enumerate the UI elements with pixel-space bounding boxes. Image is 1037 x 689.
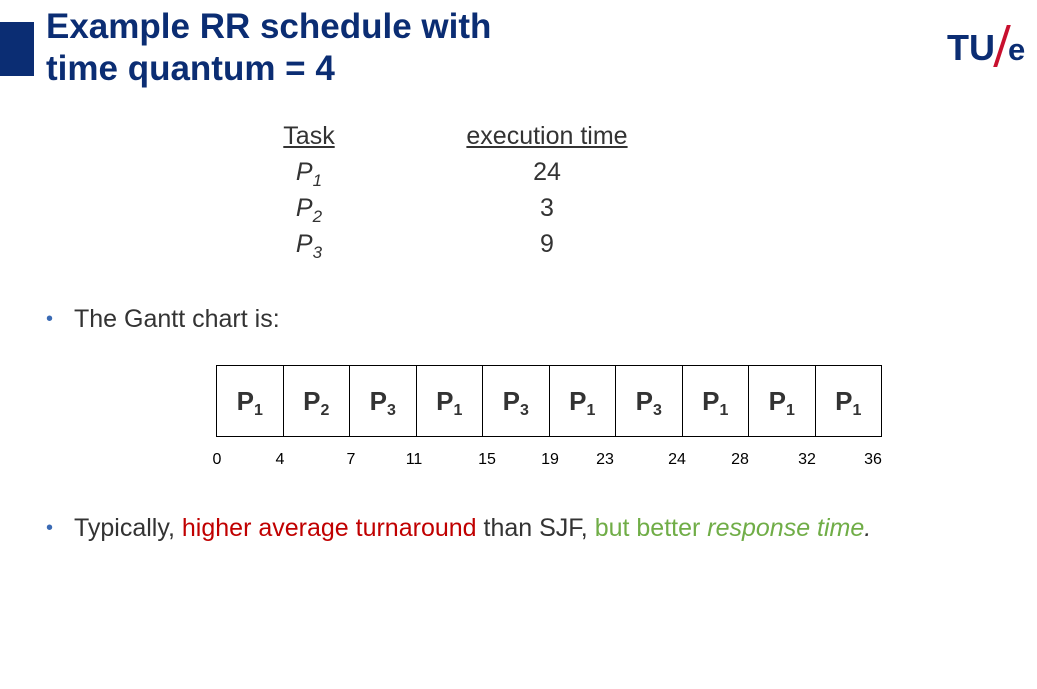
bullet-comparison: • Typically, higher average turnaround th… <box>46 514 871 543</box>
task-name: P3 <box>295 230 323 262</box>
slide-title-line-1: Example RR schedule with <box>46 7 492 46</box>
comparison-text-response: response time <box>707 514 865 542</box>
bullet-dot-icon: • <box>46 308 54 330</box>
gantt-cell: P1 <box>749 366 816 436</box>
gantt-cell: P3 <box>483 366 550 436</box>
task-exec-time: 9 <box>540 230 554 258</box>
bullet-dot-icon: • <box>46 517 54 539</box>
logo-letters: TU <box>947 27 995 68</box>
gantt-cell: P1 <box>683 366 749 436</box>
comparison-text-turnaround: higher average turnaround <box>181 514 477 542</box>
gantt-cell: P3 <box>350 366 417 436</box>
gantt-tick-label: 28 <box>731 451 749 468</box>
header-task: Task <box>283 122 335 150</box>
gantt-chart: P1 P2 P3 P1 P3 P1 P3 P1 P1 P1 <box>216 365 882 437</box>
task-row: P2 3 <box>246 194 666 230</box>
gantt-tick-label: 11 <box>405 451 423 468</box>
comparison-text-period: . <box>864 514 872 542</box>
gantt-tick-label: 7 <box>346 451 356 468</box>
gantt-cell: P1 <box>217 366 284 436</box>
comparison-text-3: than SJF, <box>476 514 595 542</box>
title-accent-bar <box>0 22 34 76</box>
gantt-cell: P2 <box>284 366 350 436</box>
bullet-gantt-intro-text: The Gantt chart is: <box>74 305 280 333</box>
logo-suffix: e <box>1008 32 1026 67</box>
gantt-tick-label: 4 <box>275 451 285 468</box>
task-row: P1 24 <box>246 158 666 194</box>
task-exec-time: 3 <box>540 194 554 222</box>
gantt-time-axis: 0 4 7 11 15 19 23 24 28 32 36 <box>0 451 1037 471</box>
task-table-header: Task execution time <box>246 122 666 158</box>
slide-title: Example RR schedule with time quantum = … <box>46 6 746 90</box>
gantt-cell: P1 <box>417 366 483 436</box>
comparison-text-better: but better <box>594 514 708 542</box>
tue-logo: TU e <box>947 25 1033 68</box>
bullet-gantt-intro: • The Gantt chart is: <box>46 305 280 334</box>
header-execution-time: execution time <box>466 122 628 150</box>
gantt-cell: P1 <box>550 366 616 436</box>
gantt-tick-label: 0 <box>212 451 222 468</box>
task-row: P3 9 <box>246 230 666 266</box>
gantt-cell: P3 <box>616 366 683 436</box>
task-name: P2 <box>295 194 323 226</box>
task-exec-time: 24 <box>533 158 561 186</box>
gantt-cell: P1 <box>835 386 862 419</box>
task-name: P1 <box>295 158 323 190</box>
gantt-tick-label: 19 <box>541 451 559 468</box>
gantt-tick-label: 24 <box>668 451 686 468</box>
gantt-tick-label: 36 <box>864 451 882 468</box>
gantt-tick-label: 23 <box>596 451 614 468</box>
gantt-tick-label: 15 <box>478 451 496 468</box>
slide-title-line-2: time quantum = 4 <box>46 49 335 88</box>
comparison-text-1: Typically, <box>74 514 182 542</box>
gantt-tick-label: 32 <box>798 451 816 468</box>
